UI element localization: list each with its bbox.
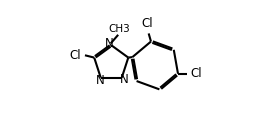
Text: Cl: Cl bbox=[190, 67, 202, 80]
Text: N: N bbox=[96, 74, 105, 87]
Text: N: N bbox=[105, 37, 113, 50]
Text: N: N bbox=[120, 73, 128, 86]
Text: CH3: CH3 bbox=[108, 24, 130, 34]
Text: Cl: Cl bbox=[70, 49, 81, 62]
Text: Cl: Cl bbox=[142, 17, 153, 30]
